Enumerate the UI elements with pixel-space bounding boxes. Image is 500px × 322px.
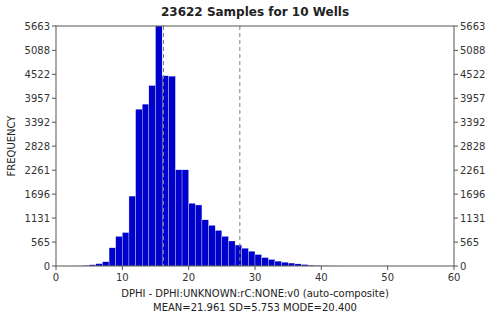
- y2-tick: [454, 146, 458, 147]
- y-tick: [52, 266, 56, 267]
- plot-frame: [56, 26, 454, 266]
- x-tick: [454, 266, 455, 270]
- y2-tick-label: 2261: [460, 165, 485, 176]
- y-tick: [52, 146, 56, 147]
- bar: [149, 85, 156, 266]
- y-tick: [52, 194, 56, 195]
- x-axis-label: DPHI - DPHI:UNKNOWN:rC:NONE:v0 (auto-com…: [121, 288, 389, 299]
- x-tick-label: 50: [381, 272, 394, 283]
- y-tick: [52, 170, 56, 171]
- x-tick: [188, 266, 189, 270]
- bar: [202, 220, 209, 266]
- bar: [262, 258, 269, 266]
- y-tick-label: 5663: [25, 21, 50, 32]
- y2-tick: [454, 122, 458, 123]
- y-tick: [52, 242, 56, 243]
- y2-tick-label: 0: [460, 261, 466, 272]
- x-tick: [56, 266, 57, 270]
- bar: [156, 26, 163, 266]
- y-axis-label: FREQUENCY: [6, 115, 17, 177]
- bar: [175, 170, 182, 266]
- y-tick: [52, 50, 56, 51]
- y-tick-label: 1131: [25, 213, 50, 224]
- x-tick: [255, 266, 256, 270]
- y2-tick-label: 3392: [460, 117, 485, 128]
- title: 23622 Samples for 10 Wells: [161, 5, 349, 19]
- bar: [209, 225, 216, 266]
- bar: [255, 255, 262, 266]
- y2-tick-label: 1696: [460, 189, 485, 200]
- bar: [195, 205, 202, 266]
- bar: [142, 104, 149, 266]
- y2-tick: [454, 74, 458, 75]
- reference-lines: [164, 26, 240, 266]
- y-tick: [52, 218, 56, 219]
- y-tick-label: 4522: [25, 69, 50, 80]
- reference-line: [239, 26, 240, 266]
- y2-tick: [454, 170, 458, 171]
- bar: [109, 248, 116, 266]
- y2-tick: [454, 242, 458, 243]
- x-tick-label: 40: [315, 272, 328, 283]
- x-tick-label: 20: [182, 272, 195, 283]
- reference-line: [163, 26, 164, 266]
- x-tick: [387, 266, 388, 270]
- bar: [102, 262, 109, 266]
- y2-tick: [454, 98, 458, 99]
- bar: [275, 261, 282, 266]
- bars: [69, 26, 341, 266]
- y2-tick: [454, 26, 458, 27]
- y2-tick-label: 3957: [460, 93, 485, 104]
- y2-tick: [454, 266, 458, 267]
- y-tick-label: 2261: [25, 165, 50, 176]
- y2-axis: 0 565 1131 1696 2261 2828 3392 3957 4522 5088 5663: [454, 21, 485, 272]
- bar: [248, 251, 255, 266]
- y-tick: [52, 26, 56, 27]
- y2-tick: [454, 194, 458, 195]
- x-tick: [122, 266, 123, 270]
- bar: [242, 248, 249, 266]
- page: {"chart_data": {"type": "histogram", "ti…: [0, 0, 500, 322]
- y-tick-label: 3957: [25, 93, 50, 104]
- y-tick-label: 565: [31, 237, 50, 248]
- y-axis: 0 565 1131 1696 2261 2828 3392 3957 4522 5088 5663: [25, 21, 56, 272]
- x-tick-label: 30: [249, 272, 262, 283]
- y2-tick-label: 2828: [460, 141, 485, 152]
- bar: [136, 109, 143, 266]
- y-tick-label: 5088: [25, 45, 50, 56]
- y2-tick: [454, 218, 458, 219]
- bar: [215, 230, 222, 266]
- y2-tick-label: 5088: [460, 45, 485, 56]
- bar: [235, 245, 242, 266]
- chart: 23622 Samples for 10 Wells01020304050600…: [0, 0, 500, 322]
- x-tick-label: 0: [53, 272, 59, 283]
- y2-tick-label: 565: [460, 237, 479, 248]
- y-tick: [52, 122, 56, 123]
- y-tick-label: 0: [44, 261, 50, 272]
- bar: [182, 170, 189, 266]
- y2-tick: [454, 50, 458, 51]
- bar: [189, 203, 196, 266]
- bar: [122, 233, 129, 266]
- y2-tick-label: 1131: [460, 213, 485, 224]
- x-tick: [321, 266, 322, 270]
- y-tick-label: 2828: [25, 141, 50, 152]
- x-tick-label: 10: [116, 272, 129, 283]
- x-tick-label: 60: [448, 272, 461, 283]
- y2-tick-label: 5663: [460, 21, 485, 32]
- bar: [268, 259, 275, 266]
- bar: [129, 196, 136, 266]
- y-tick: [52, 74, 56, 75]
- x-axis-label-line2: MEAN=21.961 SD=5.753 MODE=20.400: [153, 302, 357, 313]
- bar: [116, 236, 123, 266]
- y-tick-label: 3392: [25, 117, 50, 128]
- x-axis: 0 10 20 30 40 50 60: [53, 266, 461, 283]
- y2-tick-label: 4522: [460, 69, 485, 80]
- y-tick-label: 1696: [25, 189, 50, 200]
- bar: [228, 241, 235, 266]
- bar: [282, 262, 289, 266]
- y-tick: [52, 98, 56, 99]
- bar: [222, 236, 229, 266]
- bar: [169, 76, 176, 266]
